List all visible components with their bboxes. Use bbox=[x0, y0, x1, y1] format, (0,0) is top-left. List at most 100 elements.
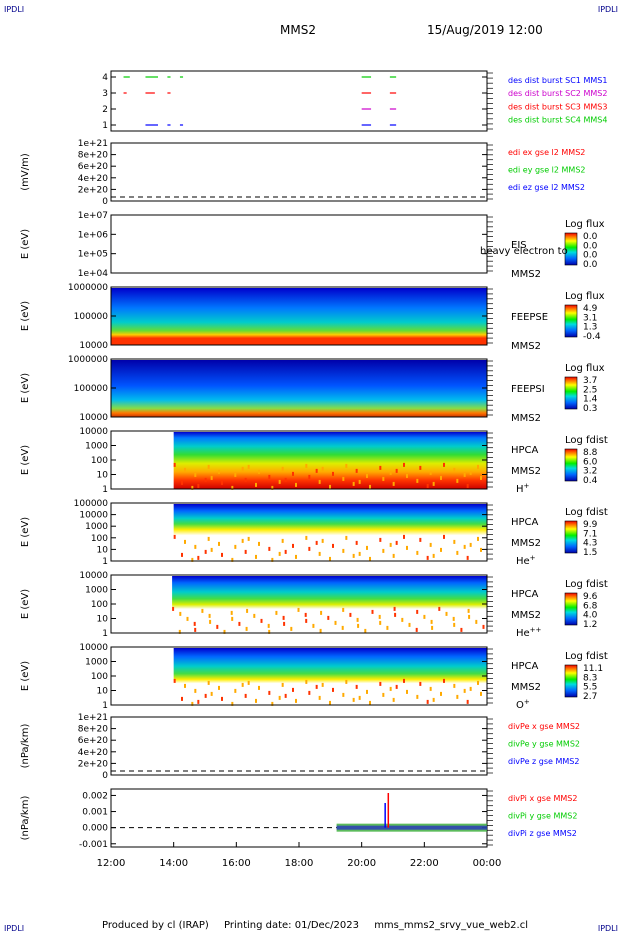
species-label: O+ bbox=[516, 698, 530, 711]
spectrogram-speckle bbox=[218, 541, 220, 546]
colorbar-tick-label: 8.8 bbox=[583, 448, 598, 458]
spectrogram-speckle bbox=[356, 617, 359, 622]
colorbar-title: Log flux bbox=[565, 363, 605, 374]
spectrogram-speckle bbox=[386, 625, 389, 630]
spectrogram-speckle bbox=[204, 693, 207, 698]
spectrogram-speckle bbox=[345, 535, 348, 540]
divpi-noise-band bbox=[336, 825, 487, 830]
spectrogram-speckle bbox=[268, 546, 271, 551]
spectrogram-speckle bbox=[429, 470, 432, 475]
spacecraft-label: MMS2 bbox=[511, 413, 541, 424]
colorbar-title: Log fdist bbox=[565, 651, 608, 662]
spectrogram-speckle bbox=[426, 555, 429, 560]
species-label: He++ bbox=[516, 626, 542, 639]
colorbar-tick-label: 9.9 bbox=[583, 520, 598, 530]
x-tick-label: 12:00 bbox=[97, 858, 126, 869]
spectrogram-speckle bbox=[332, 687, 334, 692]
colorbar-tick-label: 6.0 bbox=[583, 457, 598, 467]
spectrogram-speckle bbox=[382, 548, 385, 553]
panel-frame bbox=[110, 70, 488, 132]
panel-burst bbox=[110, 70, 493, 132]
y-tick-label: 4e+20 bbox=[78, 748, 109, 758]
spectrogram-speckle bbox=[334, 620, 337, 625]
spectrogram-speckle bbox=[352, 553, 355, 558]
legend-entry: divPi y gse MMS2 bbox=[508, 812, 577, 821]
y-tick-label: 1 bbox=[102, 121, 108, 131]
y-axis-label: E (eV) bbox=[20, 373, 31, 403]
overlay-label: heavy electron to bbox=[480, 246, 568, 257]
spectrogram-speckle bbox=[371, 609, 374, 614]
spectrogram-speckle bbox=[366, 689, 368, 694]
spectrogram-speckle bbox=[379, 620, 382, 625]
spectrogram-speckle bbox=[186, 616, 189, 621]
y-tick-label: 0 bbox=[102, 197, 108, 207]
spectrogram-speckle bbox=[241, 466, 244, 471]
y-axis-label: E (eV) bbox=[20, 661, 31, 691]
spectrogram-hpca_he2 bbox=[172, 576, 487, 633]
spectrogram-speckle bbox=[355, 540, 358, 545]
spectrogram-speckle bbox=[415, 627, 418, 632]
spectrogram-speckle bbox=[184, 683, 186, 688]
spectrogram-speckle bbox=[432, 481, 435, 486]
panel-frame bbox=[110, 788, 488, 848]
colorbar-tick-label: 9.6 bbox=[583, 592, 598, 602]
spectrogram-speckle bbox=[482, 624, 485, 629]
spectrogram-speckle bbox=[231, 485, 234, 490]
spectrogram-speckle bbox=[440, 475, 442, 480]
spectrogram-speckle bbox=[304, 612, 307, 617]
spectrogram-speckle bbox=[231, 557, 234, 562]
legend-entry: edi ey gse l2 MMS2 bbox=[508, 166, 586, 175]
legend-entry: edi ez gse l2 MMS2 bbox=[508, 183, 585, 192]
corner-label-top-left: IPDLI bbox=[4, 5, 25, 14]
spectrogram-speckle bbox=[466, 699, 469, 704]
panel-feepse bbox=[110, 286, 578, 346]
spectrogram-speckle bbox=[389, 542, 392, 547]
spectrogram-speckle bbox=[231, 616, 234, 621]
spectrogram-speckle bbox=[210, 547, 213, 552]
footer-script-name: mms_mms2_srvy_vue_web2.cl bbox=[374, 920, 528, 931]
spectrogram-speckle bbox=[194, 544, 197, 549]
colorbar bbox=[564, 664, 578, 698]
spectrogram-speckle bbox=[209, 619, 212, 624]
y-tick-label: 100 bbox=[91, 600, 108, 610]
spectrogram-speckle bbox=[207, 464, 210, 469]
spectrogram-speckle bbox=[208, 613, 211, 618]
spectrogram-speckle bbox=[460, 627, 463, 632]
spectrogram-speckle bbox=[295, 698, 297, 703]
instrument-label: EIS bbox=[511, 240, 527, 251]
colorbar-tick-label: 11.1 bbox=[583, 664, 603, 674]
spectrogram-speckle bbox=[315, 468, 318, 473]
spectrogram-speckle bbox=[255, 554, 257, 559]
y-tick-label: 1 bbox=[102, 557, 108, 567]
spectrogram-speckle bbox=[238, 621, 241, 626]
spectrogram-speckle bbox=[379, 681, 382, 686]
spectrogram-speckle bbox=[403, 462, 405, 467]
spectrogram-speckle bbox=[480, 691, 482, 696]
spectrogram-speckle bbox=[173, 534, 176, 539]
spectrogram-speckle bbox=[349, 612, 352, 617]
spectrogram-speckle bbox=[207, 680, 210, 685]
colorbar bbox=[564, 592, 578, 626]
spectrogram-speckle bbox=[466, 555, 469, 560]
spectrogram-speckle bbox=[329, 700, 331, 705]
spectrogram-speckle bbox=[467, 608, 470, 613]
spectrogram-speckle bbox=[389, 470, 392, 475]
spectrogram-speckle bbox=[194, 627, 197, 632]
spectrogram-speckle bbox=[284, 549, 287, 554]
spectrogram-speckle bbox=[443, 534, 445, 539]
species-label: H+ bbox=[516, 482, 530, 495]
spectrogram-speckle bbox=[253, 613, 256, 618]
y-axis-label: E (eV) bbox=[20, 589, 31, 619]
colorbar-tick-label: 3.7 bbox=[583, 376, 597, 386]
spectrogram-speckle bbox=[369, 556, 371, 561]
spectrogram-hpca_h bbox=[173, 432, 487, 489]
spectrogram-speckle bbox=[445, 611, 448, 616]
y-tick-label: 6e+20 bbox=[78, 162, 109, 172]
colorbar-tick-label: 7.1 bbox=[583, 529, 597, 539]
colorbar-tick-label: 4.0 bbox=[583, 611, 598, 621]
legend-entry: des dist burst SC3 MMS3 bbox=[508, 102, 607, 111]
x-tick-label: 22:00 bbox=[410, 858, 439, 869]
colorbar-tick-label: 1.4 bbox=[583, 395, 598, 405]
spectrogram-speckle bbox=[305, 463, 308, 468]
spectrogram-speckle bbox=[255, 482, 257, 487]
